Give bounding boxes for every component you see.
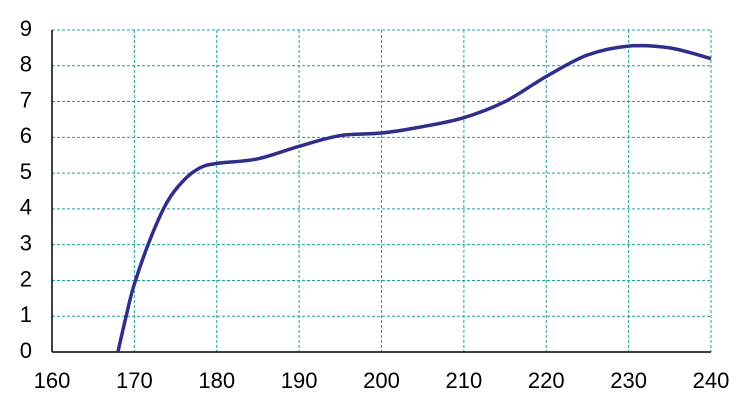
x-tick-label: 170 xyxy=(116,368,153,393)
x-tick-label: 240 xyxy=(693,368,730,393)
y-tick-label: 7 xyxy=(20,87,32,112)
y-tick-label: 9 xyxy=(20,16,32,41)
x-tick-label: 230 xyxy=(610,368,647,393)
y-tick-label: 1 xyxy=(20,302,32,327)
y-tick-label: 0 xyxy=(20,338,32,363)
y-tick-label: 6 xyxy=(20,123,32,148)
x-tick-label: 200 xyxy=(363,368,400,393)
x-tick-label: 210 xyxy=(446,368,483,393)
y-tick-label: 4 xyxy=(20,195,32,220)
line-series xyxy=(116,43,712,353)
y-tick-label: 2 xyxy=(20,266,32,291)
y-tick-label: 3 xyxy=(20,230,32,255)
x-tick-label: 180 xyxy=(198,368,235,393)
x-tick-label: 160 xyxy=(34,368,71,393)
y-tick-label: 8 xyxy=(20,52,32,77)
x-tick-label: 190 xyxy=(281,368,318,393)
x-tick-label: 220 xyxy=(528,368,565,393)
y-tick-label: 5 xyxy=(20,159,32,184)
